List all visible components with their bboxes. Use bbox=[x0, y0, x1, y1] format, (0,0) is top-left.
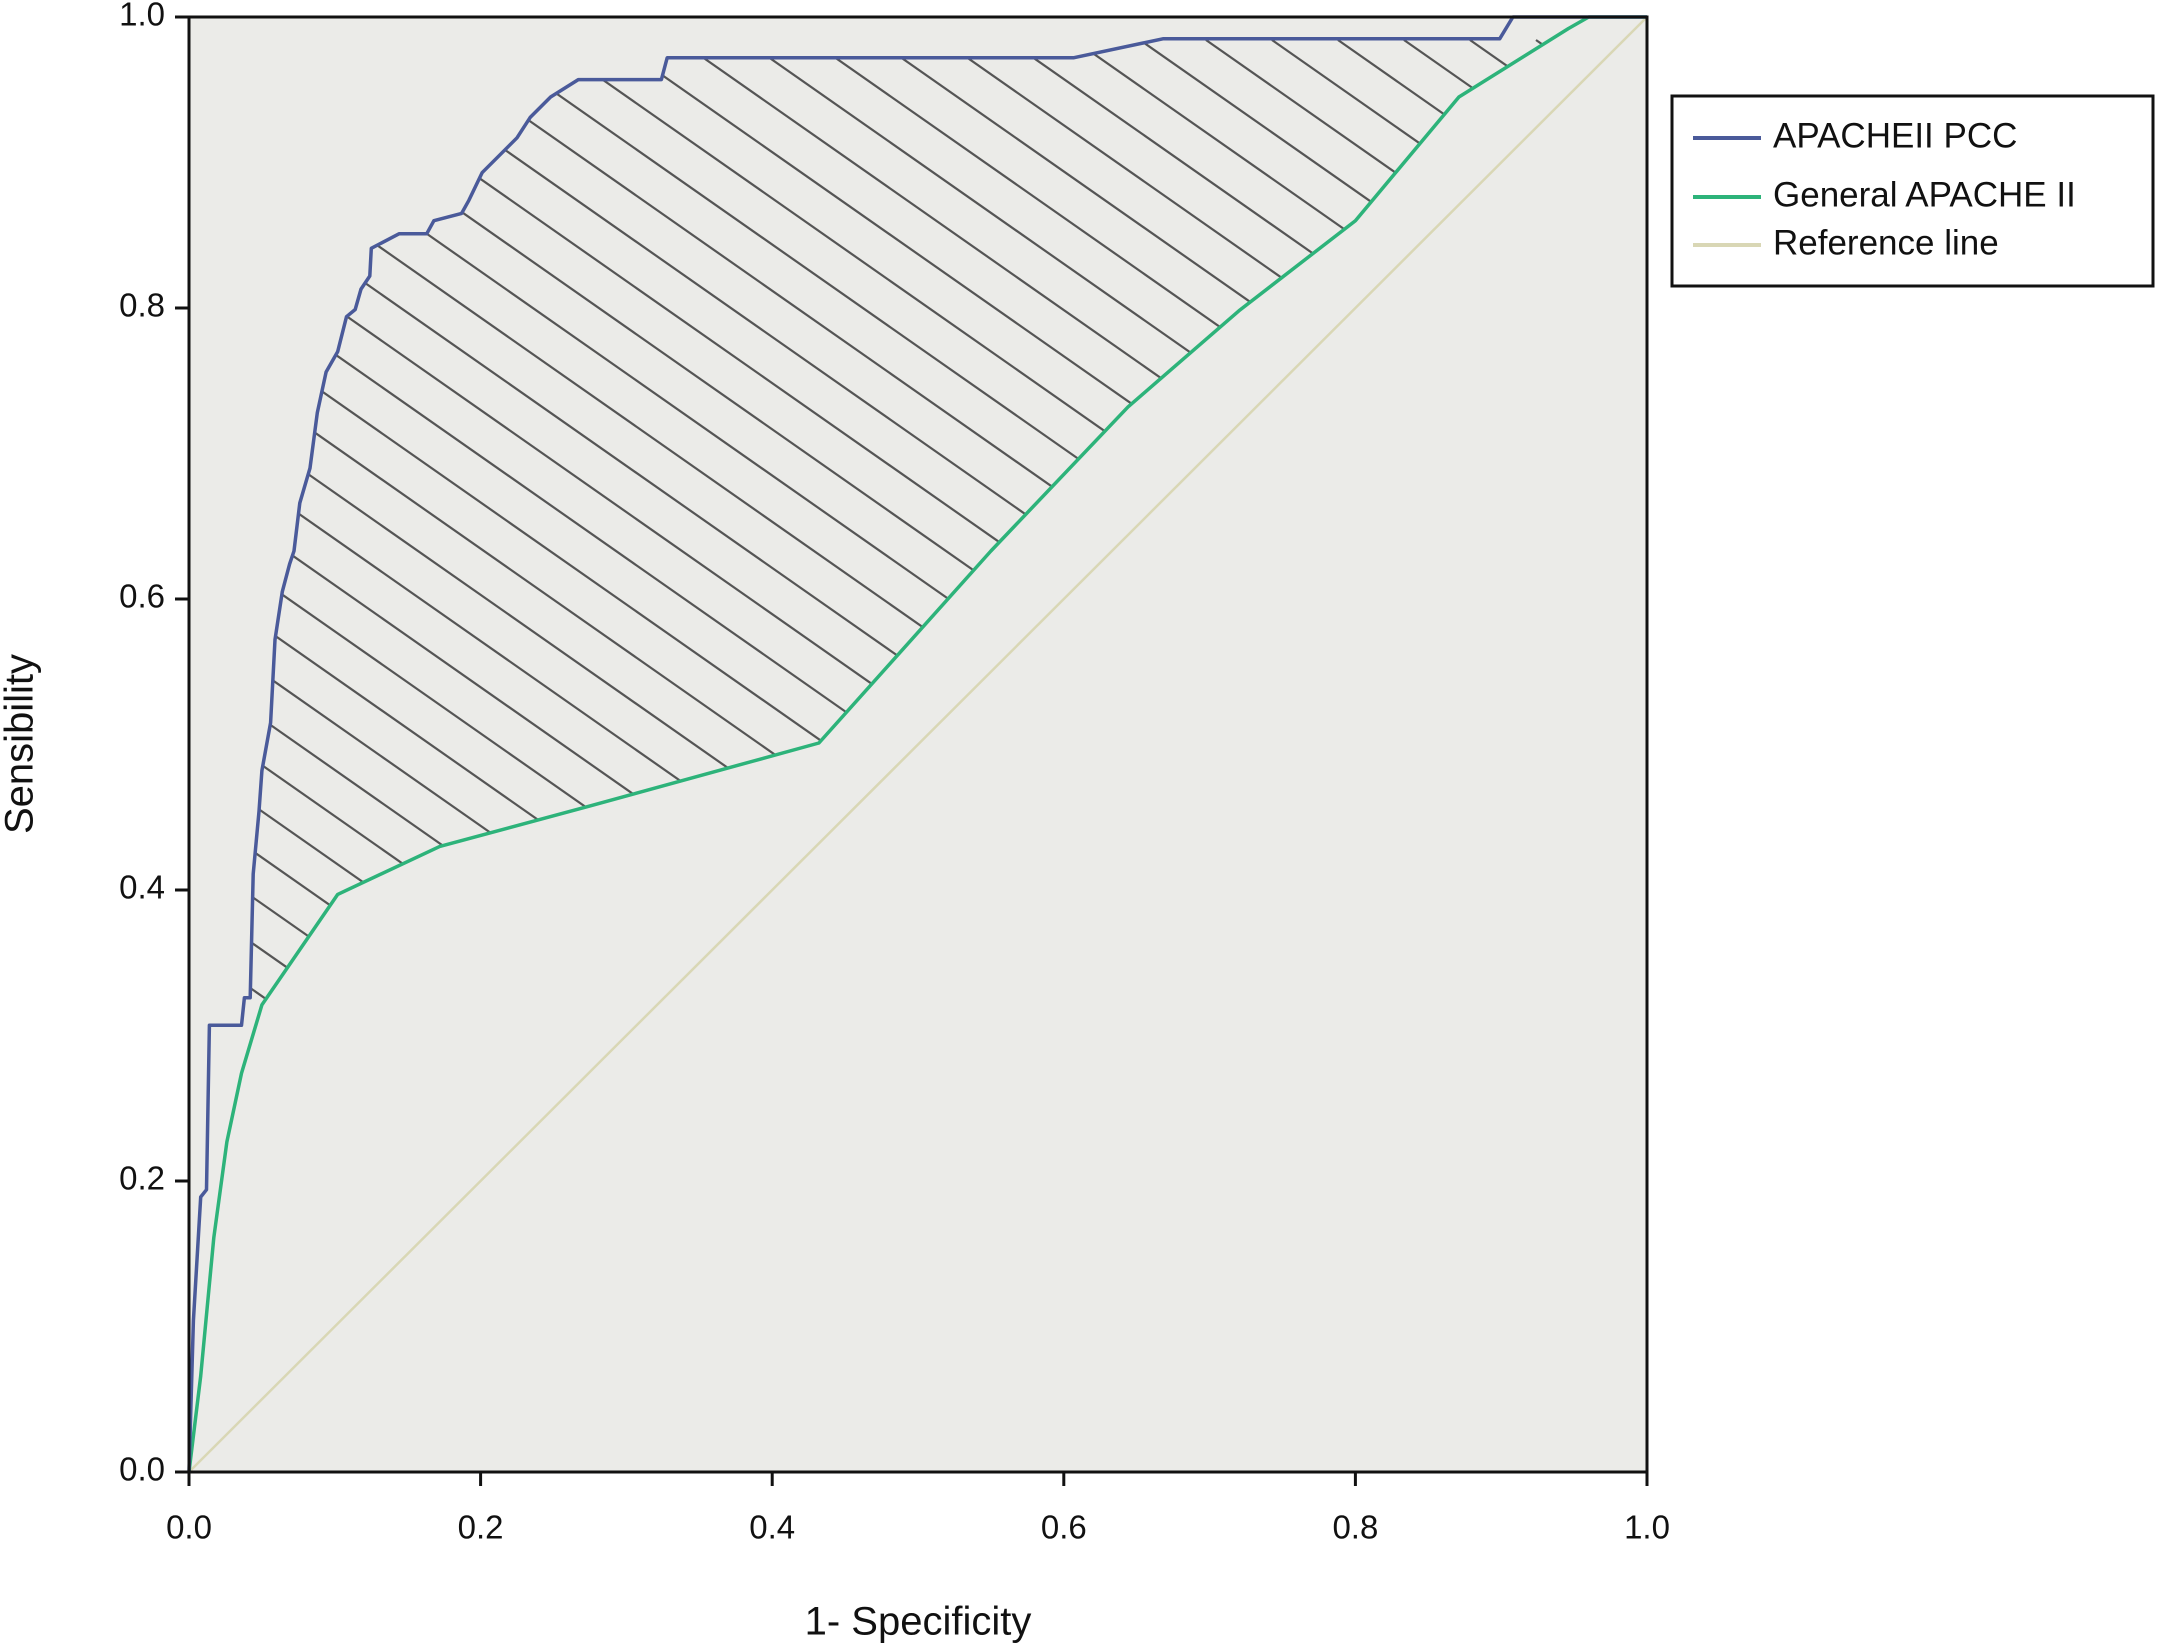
legend-label: APACHEII PCC bbox=[1773, 116, 2017, 155]
y-tick-label: 0.6 bbox=[119, 578, 165, 615]
y-axis-label: Sensibility bbox=[0, 654, 42, 834]
y-tick-label: 0.4 bbox=[119, 869, 165, 906]
hatch-line bbox=[1073, 39, 1647, 1021]
series-line bbox=[188, 16, 1648, 1473]
legend-label: General APACHE II bbox=[1773, 175, 2076, 214]
x-tick-label: 1.0 bbox=[1624, 1509, 1670, 1546]
series-line bbox=[187, 15, 1647, 1473]
y-tick-label: 0.0 bbox=[119, 1451, 165, 1488]
hatch-line bbox=[189, 39, 627, 1021]
series-line bbox=[187, 15, 1647, 1473]
series-group bbox=[187, 15, 1648, 1473]
y-tick-label: 0.2 bbox=[119, 1160, 165, 1197]
hatch-line bbox=[189, 39, 495, 1021]
y-tick-label: 0.8 bbox=[119, 287, 165, 324]
hatch-line bbox=[1007, 39, 1647, 1021]
x-axis-label: 1- Specificity bbox=[805, 1600, 1032, 1644]
hatch-line bbox=[189, 39, 561, 1021]
x-tick-label: 0.4 bbox=[749, 1509, 795, 1546]
y-tick-label: 1.0 bbox=[119, 0, 165, 33]
x-tick-label: 0.8 bbox=[1332, 1509, 1378, 1546]
plot-border bbox=[187, 15, 1649, 1474]
legend-label: Reference line bbox=[1773, 223, 1999, 262]
legend-box bbox=[1670, 94, 2155, 288]
x-tick-label: 0.2 bbox=[458, 1509, 504, 1546]
x-tick-label: 0.0 bbox=[166, 1509, 212, 1546]
x-tick-label: 0.6 bbox=[1041, 1509, 1087, 1546]
